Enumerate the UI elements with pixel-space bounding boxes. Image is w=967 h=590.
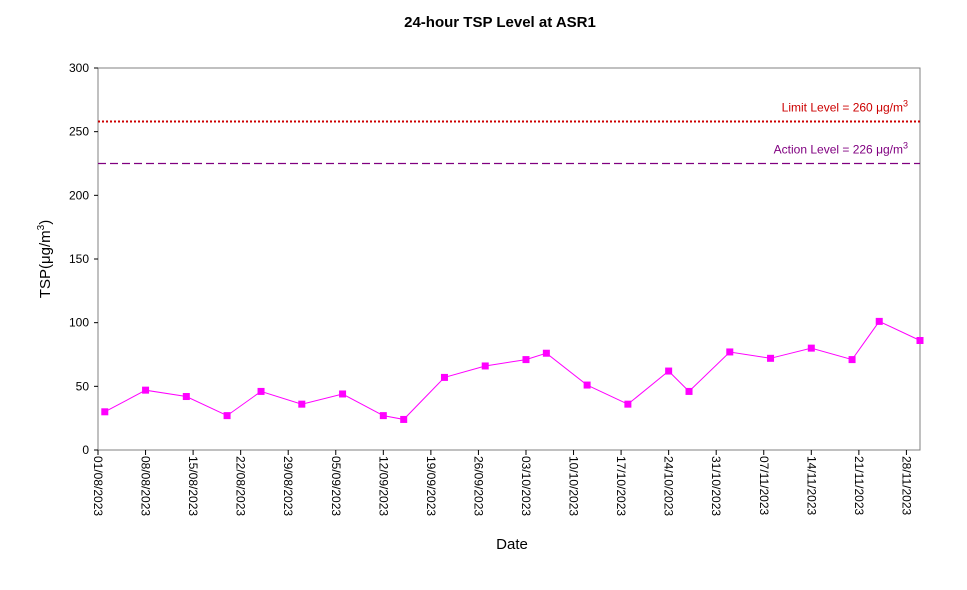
x-tick-label: 10/10/2023 <box>567 456 581 516</box>
data-point <box>440 373 448 381</box>
data-point <box>875 317 883 325</box>
y-axis-title-suffix: ) <box>37 220 54 225</box>
chart-title: 24-hour TSP Level at ASR1 <box>404 14 596 31</box>
x-tick-label: 29/08/2023 <box>281 456 295 516</box>
data-point <box>522 356 530 364</box>
data-point <box>726 348 734 356</box>
y-tick-label: 100 <box>69 316 89 330</box>
reference-label-0: Limit Level = 260 μg/m3 <box>782 98 908 114</box>
data-point <box>142 386 150 394</box>
reference-label-unit: μg/m <box>876 100 903 114</box>
reference-label-unit: μg/m <box>876 143 903 157</box>
x-tick-label: 08/08/2023 <box>139 456 153 516</box>
x-tick-label: 21/11/2023 <box>852 456 866 515</box>
data-point <box>379 412 387 420</box>
data-point <box>807 344 815 352</box>
y-tick-label: 150 <box>69 252 89 266</box>
y-axis-title-prefix: TSP( <box>37 264 54 298</box>
y-axis-title-unit: g/m <box>37 230 54 255</box>
x-tick-label: 07/11/2023 <box>757 456 771 515</box>
series-line <box>104 320 921 420</box>
data-point <box>624 400 632 408</box>
x-tick-label: 14/11/2023 <box>804 456 818 515</box>
x-tick-label: 19/09/2023 <box>424 456 438 516</box>
data-point <box>400 415 408 423</box>
reference-label-1: Action Level = 226 μg/m3 <box>774 141 908 157</box>
data-point <box>542 349 550 357</box>
x-tick-label: 12/09/2023 <box>376 456 390 516</box>
y-tick-label: 250 <box>69 125 89 139</box>
x-tick-label: 26/09/2023 <box>471 456 485 516</box>
x-axis-title: Date <box>496 536 528 553</box>
data-point <box>685 387 693 395</box>
x-tick-label: 24/10/2023 <box>662 456 676 516</box>
x-tick-label: 17/10/2023 <box>614 456 628 516</box>
y-axis-title-mu: μ <box>37 255 54 264</box>
x-tick-label: 31/10/2023 <box>709 456 723 516</box>
data-point <box>298 400 306 408</box>
x-tick-label: 03/10/2023 <box>519 456 533 516</box>
data-point <box>257 387 265 395</box>
data-point <box>101 408 109 416</box>
y-tick-label: 50 <box>76 379 90 393</box>
plot-area <box>97 67 921 451</box>
data-point <box>339 390 347 398</box>
series-tsp <box>101 317 924 423</box>
x-tick-label: 28/11/2023 <box>899 456 913 515</box>
x-tick-label: 01/08/2023 <box>91 456 105 516</box>
x-tick-label: 05/09/2023 <box>329 456 343 516</box>
reference-label-sup: 3 <box>903 98 908 108</box>
y-tick-label: 200 <box>69 188 89 202</box>
reference-label-text: Limit Level = 260 <box>782 100 876 114</box>
x-tick-label: 22/08/2023 <box>234 456 248 516</box>
reference-label-sup: 3 <box>903 141 908 151</box>
data-point <box>916 336 924 344</box>
y-tick-label: 300 <box>69 61 89 75</box>
data-point <box>665 367 673 375</box>
data-point <box>767 354 775 362</box>
y-axis: 0 50 100 150 200 250 300 <box>69 61 98 457</box>
reference-label-text: Action Level = 226 <box>774 143 876 157</box>
y-axis-title: TSP(μg/m3) <box>36 220 54 298</box>
x-tick-label: 15/08/2023 <box>186 456 200 516</box>
x-axis: 01/08/2023 08/08/2023 15/08/2023 22/08/2023… <box>91 450 913 516</box>
data-point <box>182 393 190 401</box>
data-point <box>481 362 489 370</box>
y-axis-title-sup: 3 <box>36 224 47 230</box>
y-tick-label: 0 <box>82 443 89 457</box>
data-point <box>848 356 856 364</box>
data-point <box>223 412 231 420</box>
data-point <box>583 381 591 389</box>
